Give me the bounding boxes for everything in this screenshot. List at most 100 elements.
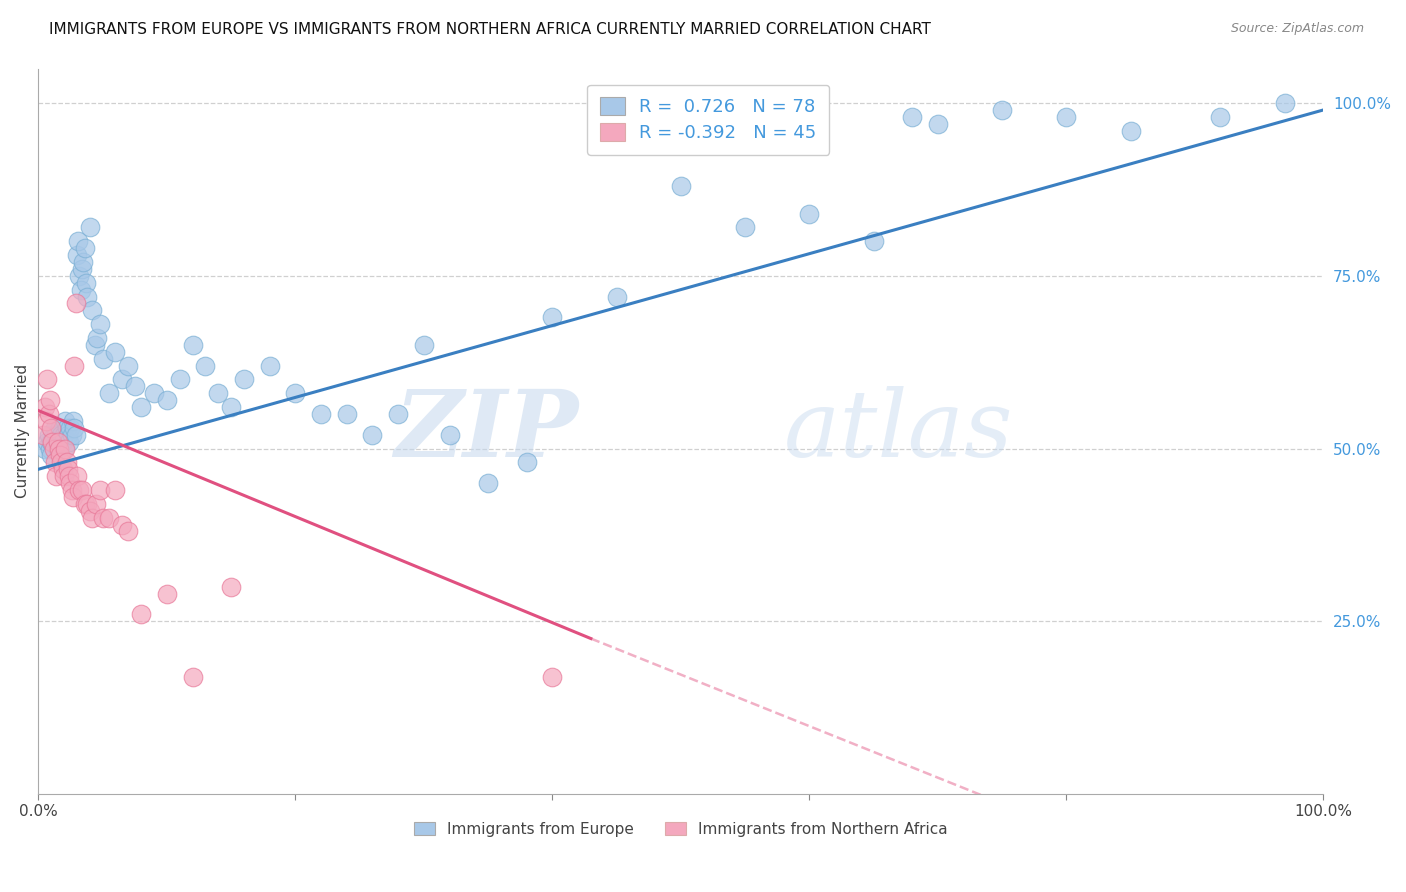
Y-axis label: Currently Married: Currently Married: [15, 364, 30, 499]
Point: [124, 379, 146, 393]
Point: [194, 359, 217, 373]
Point: [412, 338, 434, 352]
Point: [39, 434, 62, 449]
Point: [38, 442, 60, 456]
Point: [69, 283, 91, 297]
Point: [259, 359, 281, 373]
Point: [181, 669, 204, 683]
Point: [387, 407, 409, 421]
Point: [156, 587, 179, 601]
Point: [39, 449, 62, 463]
Point: [45, 427, 67, 442]
Point: [76, 497, 98, 511]
Point: [34, 442, 56, 456]
Point: [75, 276, 97, 290]
Point: [606, 289, 628, 303]
Point: [541, 310, 564, 325]
Point: [49, 449, 72, 463]
Point: [104, 344, 127, 359]
Point: [79, 504, 101, 518]
Point: [46, 442, 69, 456]
Point: [143, 386, 166, 401]
Point: [129, 400, 152, 414]
Point: [65, 427, 87, 442]
Point: [53, 442, 76, 456]
Point: [44, 421, 66, 435]
Point: [37, 434, 59, 449]
Point: [73, 241, 96, 255]
Point: [91, 351, 114, 366]
Point: [52, 434, 75, 449]
Point: [98, 386, 121, 401]
Point: [41, 434, 63, 449]
Point: [516, 455, 538, 469]
Point: [117, 359, 139, 373]
Point: [42, 442, 65, 456]
Point: [799, 206, 821, 220]
Point: [63, 421, 86, 435]
Point: [73, 497, 96, 511]
Point: [52, 462, 75, 476]
Point: [541, 669, 564, 683]
Point: [49, 421, 72, 435]
Point: [1209, 110, 1232, 124]
Point: [62, 490, 84, 504]
Point: [219, 580, 242, 594]
Point: [60, 483, 83, 497]
Point: [89, 483, 111, 497]
Point: [156, 393, 179, 408]
Text: atlas: atlas: [783, 386, 1014, 476]
Point: [67, 234, 90, 248]
Point: [69, 483, 91, 497]
Point: [169, 372, 191, 386]
Point: [42, 427, 65, 442]
Point: [32, 427, 55, 442]
Point: [69, 268, 91, 283]
Point: [44, 455, 66, 469]
Point: [65, 296, 87, 310]
Point: [53, 427, 76, 442]
Point: [62, 414, 84, 428]
Point: [46, 434, 69, 449]
Point: [207, 386, 229, 401]
Point: [361, 427, 384, 442]
Point: [76, 289, 98, 303]
Point: [79, 220, 101, 235]
Point: [862, 234, 884, 248]
Point: [59, 421, 82, 435]
Point: [232, 372, 254, 386]
Point: [129, 607, 152, 622]
Point: [83, 338, 105, 352]
Point: [991, 103, 1014, 117]
Point: [37, 372, 59, 386]
Point: [66, 248, 89, 262]
Point: [51, 427, 73, 442]
Point: [60, 427, 83, 442]
Point: [104, 483, 127, 497]
Text: IMMIGRANTS FROM EUROPE VS IMMIGRANTS FROM NORTHERN AFRICA CURRENTLY MARRIED CORR: IMMIGRANTS FROM EUROPE VS IMMIGRANTS FRO…: [49, 22, 931, 37]
Point: [181, 338, 204, 352]
Point: [309, 407, 332, 421]
Point: [38, 407, 60, 421]
Point: [98, 510, 121, 524]
Point: [59, 476, 82, 491]
Point: [927, 117, 949, 131]
Point: [284, 386, 307, 401]
Point: [66, 469, 89, 483]
Point: [56, 462, 79, 476]
Point: [86, 331, 108, 345]
Point: [336, 407, 359, 421]
Legend: Immigrants from Europe, Immigrants from Northern Africa: Immigrants from Europe, Immigrants from …: [406, 814, 956, 845]
Point: [58, 469, 80, 483]
Point: [111, 372, 134, 386]
Point: [1274, 96, 1296, 111]
Point: [53, 414, 76, 428]
Point: [84, 497, 107, 511]
Point: [219, 400, 242, 414]
Point: [39, 421, 62, 435]
Point: [51, 455, 73, 469]
Point: [82, 303, 104, 318]
Point: [477, 476, 499, 491]
Point: [48, 442, 70, 456]
Point: [70, 261, 93, 276]
